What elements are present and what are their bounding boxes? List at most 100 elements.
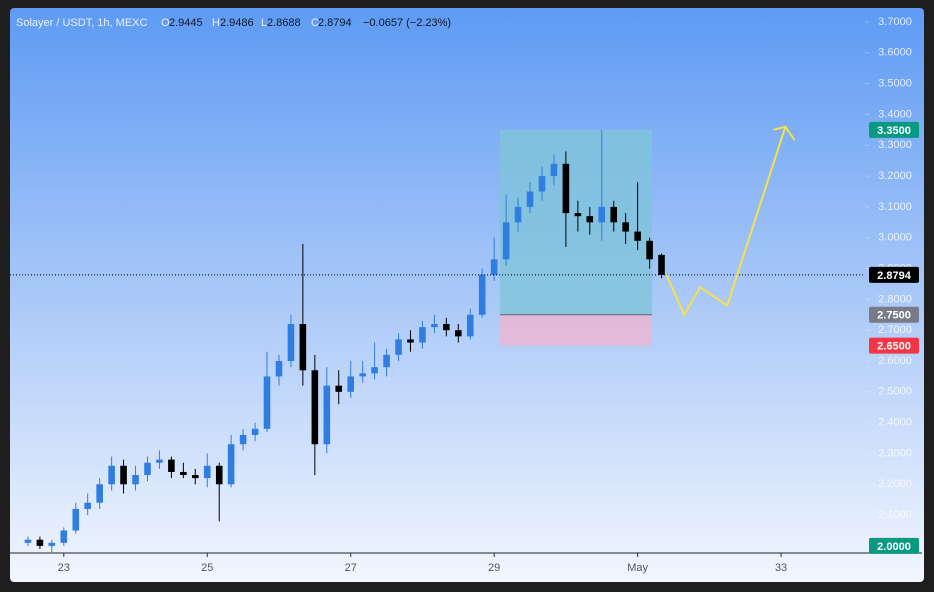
candle-body: [634, 231, 641, 241]
candle-body: [108, 465, 115, 485]
y-tick-label: 2.3000: [878, 447, 912, 459]
candle-body: [347, 376, 355, 392]
y-tick-label: 2.6000: [878, 355, 912, 367]
h-label: H: [212, 17, 220, 29]
y-tick-label: 2.7000: [878, 324, 912, 336]
candle-body: [96, 484, 103, 503]
candle-body: [263, 376, 271, 429]
price-badge: [869, 537, 919, 554]
o-label: O: [161, 17, 170, 29]
target-zone: [499, 129, 652, 315]
price-badge-label: 2.6500: [877, 341, 911, 353]
candle-body: [443, 324, 450, 331]
candle-body: [490, 259, 498, 275]
y-tick-label: 2.1000: [878, 509, 912, 521]
x-tick-label: 33: [775, 562, 787, 574]
candle-body: [466, 314, 474, 337]
candle-body: [191, 475, 199, 479]
candle-body: [299, 324, 307, 371]
candle-body: [431, 324, 438, 328]
candle-body: [550, 163, 558, 177]
candle-body: [120, 465, 127, 485]
candle-body: [562, 163, 570, 214]
y-tick-label: 2.5000: [878, 386, 912, 398]
candle-body: [203, 465, 211, 479]
candle-body: [478, 274, 486, 315]
candle-body: [48, 542, 56, 546]
y-tick-label: 3.6000: [878, 47, 912, 59]
stop-zone: [499, 314, 652, 346]
candle-body: [180, 471, 187, 476]
candle-body: [132, 475, 139, 485]
x-tick-label: 23: [58, 562, 70, 574]
candle-body: [419, 327, 426, 343]
candle-body: [371, 367, 378, 374]
header: Solayer / USDT, 1h, MEXC O 2.9445 H 2.94…: [16, 17, 451, 29]
y-tick-label: 2.8000: [878, 293, 912, 305]
candle-body: [168, 459, 175, 472]
y-tick-label: 3.1000: [878, 201, 912, 213]
candle-body: [359, 373, 366, 377]
low: 2.8688: [267, 17, 301, 29]
candle-body: [574, 213, 582, 217]
change: −0.0657 (−2.23%): [363, 17, 451, 29]
c-label: C: [311, 17, 319, 29]
price-badge-label: 2.7500: [877, 310, 911, 322]
candle-body: [144, 462, 151, 476]
projection-line: [665, 126, 787, 317]
candle-body: [215, 465, 223, 485]
candle-body: [383, 354, 390, 368]
y-tick-label: 2.2000: [878, 478, 912, 490]
candle-body: [335, 385, 343, 392]
candle-body: [36, 539, 44, 546]
high: 2.9486: [220, 17, 254, 29]
candle-body: [84, 502, 91, 509]
candle-body: [502, 222, 510, 260]
candle-body: [156, 459, 163, 463]
y-tick-label: 3.7000: [878, 16, 912, 28]
y-tick-label: 3.4000: [878, 108, 912, 120]
price-badge-label: 3.3500: [877, 125, 911, 137]
price-badge-label: 2.8794: [877, 270, 912, 282]
y-tick-label: 3.2000: [878, 170, 912, 182]
y-tick-label: 3.3000: [878, 139, 912, 151]
price-badge: [869, 266, 919, 283]
candle-body: [395, 339, 402, 355]
symbol: Solayer / USDT, 1h, MEXC: [16, 17, 147, 29]
y-tick-label: 2.4000: [878, 417, 912, 429]
x-tick-label: 27: [345, 562, 357, 574]
l-label: L: [261, 17, 267, 29]
candle-body: [407, 339, 414, 343]
candle-body: [658, 254, 665, 275]
x-tick-label: 29: [488, 562, 500, 574]
projection-arrowhead: [773, 125, 796, 141]
price-badge: [869, 306, 919, 323]
y-tick-label: 3.0000: [878, 232, 912, 244]
candle-body: [239, 434, 247, 445]
candle-body: [72, 508, 80, 531]
open: 2.9445: [169, 17, 203, 29]
candle-body: [538, 176, 546, 192]
candle-body: [227, 444, 235, 485]
candle-body: [514, 206, 522, 223]
candle-body: [323, 385, 331, 445]
candle-body: [526, 191, 534, 207]
candle-body: [598, 206, 606, 223]
x-tick-label: 25: [201, 562, 213, 574]
candle-body: [60, 530, 68, 543]
candle-body: [287, 324, 295, 362]
candle-body: [455, 330, 462, 337]
candle-body: [24, 539, 32, 543]
candle-body: [610, 206, 618, 223]
price-badge: [869, 337, 919, 354]
price-badge-label: 2.0000: [877, 541, 911, 553]
candle-body: [646, 240, 653, 260]
x-tick-label: May: [627, 562, 648, 574]
candle-body: [311, 370, 319, 445]
close: 2.8794: [318, 17, 352, 29]
y-tick-label: 3.5000: [878, 78, 912, 90]
chart-panel: [10, 8, 924, 582]
candle-body: [275, 361, 283, 377]
